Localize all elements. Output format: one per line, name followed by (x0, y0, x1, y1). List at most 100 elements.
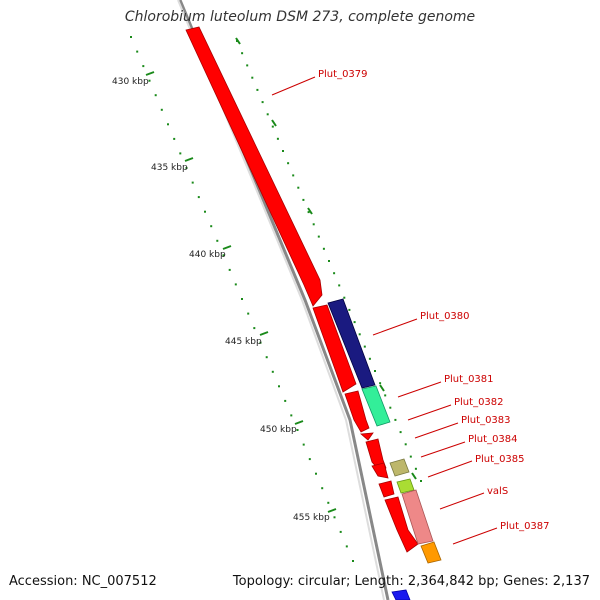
tick-mark (327, 508, 337, 513)
scale-dots (130, 36, 422, 562)
genome-title: Chlorobium luteolum DSM 273, complete ge… (124, 9, 476, 25)
gene-plut-0387[interactable] (420, 541, 442, 564)
scale-dot (379, 382, 382, 385)
gene-plut-0383b[interactable] (360, 432, 374, 441)
scale-dot (160, 108, 163, 111)
inner-tick (235, 37, 241, 45)
scale-dot (302, 198, 305, 201)
gene-plut-0382[interactable] (361, 385, 391, 427)
scale-dot (374, 370, 376, 372)
scale-dot (327, 501, 330, 504)
tick-label: 455 kbp (293, 513, 330, 523)
scale-dot (321, 487, 324, 490)
tick-440: 440 kbp (189, 245, 232, 260)
scale-dot (420, 480, 422, 482)
leader-line (439, 492, 485, 510)
gene-red-small[interactable] (378, 480, 395, 498)
tick-mark (259, 331, 269, 336)
scale-dot (278, 385, 280, 388)
gene-plut-0379[interactable] (185, 26, 323, 307)
scale-dot (287, 162, 290, 165)
scale-dot (348, 308, 351, 311)
scale-dot (259, 341, 262, 344)
scale-dot (312, 223, 315, 226)
gene-label-plut-0387: Plut_0387 (500, 521, 550, 532)
scale-dot (179, 152, 182, 155)
scale-dot (276, 137, 279, 140)
scale-dot (389, 406, 392, 409)
scale-dot (210, 225, 213, 228)
scale-dot (271, 370, 274, 373)
scale-dot (339, 530, 342, 533)
scale-dot (247, 312, 250, 315)
scale-dot (328, 260, 330, 262)
leader-line (414, 422, 459, 439)
outer-track (185, 26, 419, 553)
scale-dot (363, 345, 366, 348)
genome-summary: Topology: circular; Length: 2,364,842 bp… (232, 574, 590, 589)
scale-dot (251, 76, 254, 79)
inner-tick (307, 207, 313, 215)
scale-dot (394, 418, 397, 421)
scale-dot (241, 52, 244, 55)
scale-dot (241, 298, 243, 300)
scale-dot (343, 296, 346, 299)
scale-dot (368, 357, 371, 360)
scale-dot (282, 150, 284, 152)
scale-dot (333, 516, 336, 519)
gene-label-plut-0383: Plut_0383 (461, 415, 511, 426)
scale-dot (384, 394, 387, 397)
tick-455: 455 kbp (293, 508, 337, 523)
inner-tick (271, 119, 277, 127)
gene-small-green[interactable] (396, 478, 415, 494)
gene-plut-0385-red[interactable] (371, 462, 389, 479)
scale-dot (167, 123, 169, 126)
scale-dot (266, 113, 269, 116)
leader-line (372, 318, 418, 336)
gene-label-plut-0385: Plut_0385 (475, 454, 525, 465)
inner-track (327, 298, 442, 600)
scale-dot (284, 399, 287, 402)
scale-dot (290, 414, 293, 417)
tick-445: 445 kbp (225, 331, 269, 347)
gene-plut-0383[interactable] (344, 390, 370, 433)
scale-dot (204, 210, 206, 213)
scale-dot (216, 239, 219, 242)
scale-dot (322, 247, 325, 250)
leader-line (420, 441, 466, 458)
gene-plut-0385[interactable] (389, 458, 410, 477)
scale-dot (292, 174, 295, 177)
scale-dot (307, 211, 310, 214)
scale-dot (297, 186, 300, 189)
scale-dot (271, 125, 274, 128)
scale-dot (414, 467, 417, 470)
scale-dot (409, 455, 412, 458)
scale-dot (234, 283, 237, 286)
gene-vals[interactable] (401, 489, 434, 545)
scale-dot (191, 181, 194, 184)
gene-labels: Plut_0379 Plut_0380 Plut_0381 Plut_0382 … (271, 69, 550, 545)
scale-dot (222, 254, 225, 257)
tick-450: 450 kbp (260, 420, 304, 435)
inner-scale-ticks (235, 37, 417, 480)
scale-dot (404, 443, 407, 446)
scale-dot (333, 272, 336, 275)
scale-dot (256, 88, 259, 91)
inner-tick (379, 384, 385, 392)
genome-backbone-shadow (177, 0, 385, 600)
gene-bottom-blue[interactable] (391, 589, 411, 600)
gene-plut-0384[interactable] (365, 438, 387, 471)
scale-dot (317, 235, 320, 238)
gene-plut-0380[interactable] (327, 298, 376, 389)
gene-label-plut-0379: Plut_0379 (318, 69, 368, 80)
leader-line (271, 76, 316, 96)
scale-dot (197, 196, 200, 199)
scale-dot (358, 333, 361, 336)
tick-label: 450 kbp (260, 425, 297, 435)
tick-label: 435 kbp (151, 163, 188, 173)
gene-label-plut-0382: Plut_0382 (454, 397, 504, 408)
scale-dot (154, 94, 157, 97)
gene-plut-0381[interactable] (312, 304, 357, 393)
scale-dot (352, 560, 354, 562)
